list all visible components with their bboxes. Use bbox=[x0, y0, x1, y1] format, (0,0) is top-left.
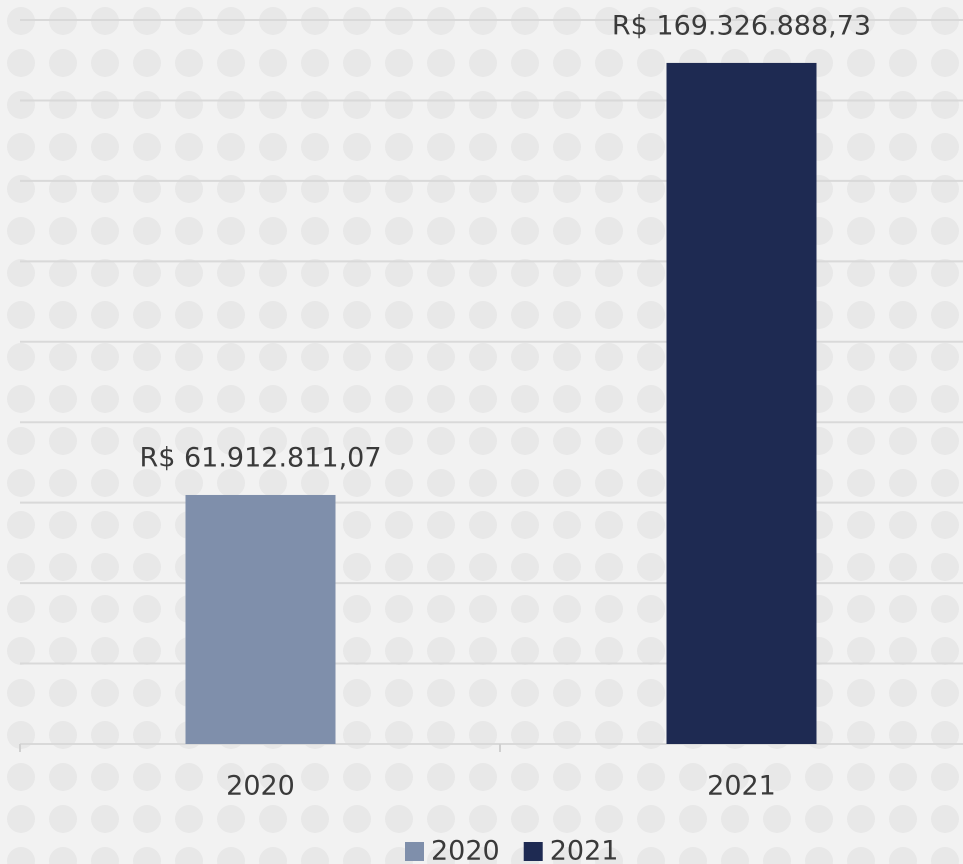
legend-label: 2020 bbox=[431, 836, 500, 864]
x-tick-label: 2021 bbox=[707, 771, 776, 802]
legend-swatch bbox=[523, 842, 543, 861]
legend-swatch bbox=[405, 842, 424, 861]
legend-label: 2021 bbox=[550, 836, 619, 864]
bar bbox=[185, 494, 336, 744]
x-tick-label: 2020 bbox=[226, 771, 295, 802]
value-label: R$ 61.912.811,07 bbox=[139, 442, 381, 473]
value-label: R$ 169.326.888,73 bbox=[612, 10, 871, 41]
bar bbox=[666, 62, 817, 744]
